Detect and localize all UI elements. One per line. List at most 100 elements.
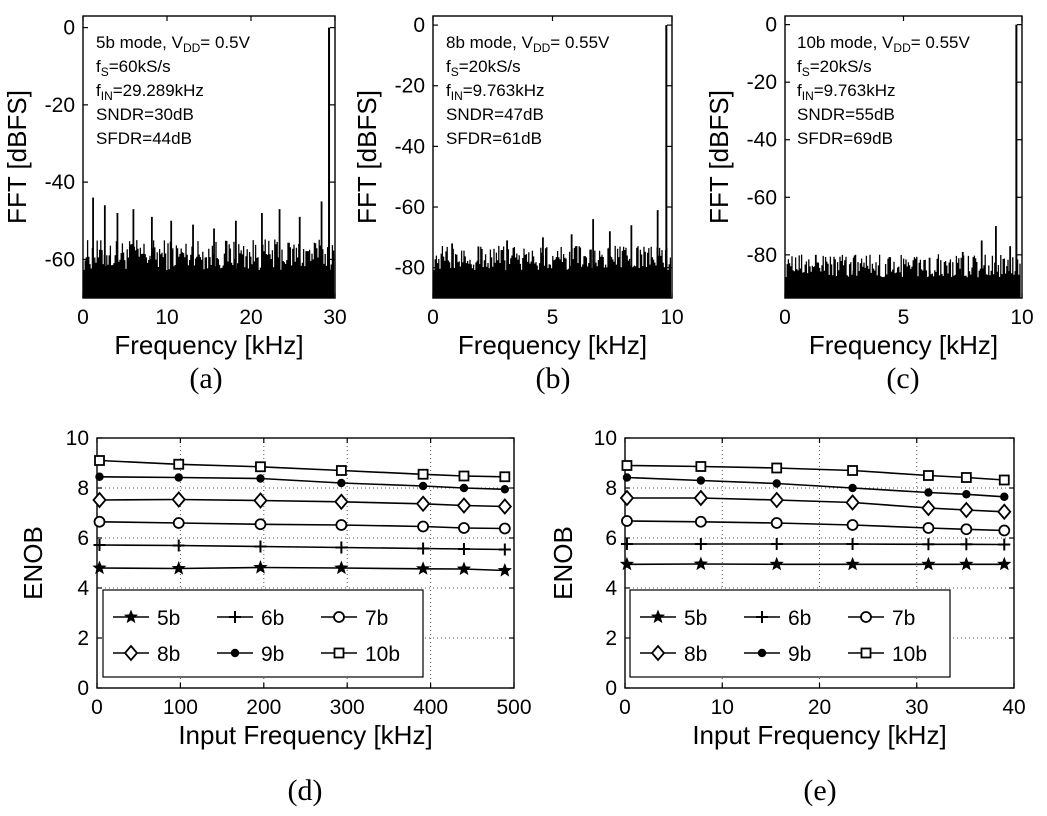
point-e-10b-5 (960, 472, 972, 483)
y-tick-label-d-3: 6 (77, 527, 89, 550)
x-tick-label-b-0: 0 (427, 306, 439, 329)
point-e-9b-3 (848, 483, 857, 493)
x-tick-label-d-0: 0 (91, 696, 103, 719)
x-tick-label-c-0: 0 (779, 306, 791, 329)
x-tick-label-a-0: 0 (77, 306, 89, 329)
plot-frame-d (96, 437, 515, 689)
point-d-5b-3 (334, 560, 349, 575)
x-tick-label-e-1: 10 (711, 696, 734, 719)
legend-marker-e-7b (860, 611, 872, 623)
x-tick-label-a-2: 20 (239, 306, 262, 329)
annotation-b-0: 8b mode, VDD= 0.55V (446, 33, 610, 55)
point-d-7b-2 (254, 518, 267, 531)
y-axis-label-a: FFT [dBFS] (2, 90, 32, 224)
y-axis-label-d: ENOB (18, 526, 48, 600)
y-tick-label-e-2: 4 (605, 577, 617, 600)
y-tick-label-e-4: 8 (605, 477, 617, 500)
point-e-10b-2 (771, 462, 783, 474)
point-d-6b-2 (254, 540, 267, 553)
legend-label-e-10b: 10b (892, 643, 927, 666)
legend-label-d-7b: 7b (365, 607, 388, 630)
series-line-e-9b (626, 476, 1005, 498)
point-d-10b-5 (458, 470, 470, 482)
legend-label-d-8b: 8b (157, 643, 180, 666)
x-axis-label-d: Input Frequency [kHz] (178, 720, 432, 750)
point-d-6b-3 (335, 541, 348, 554)
annotation-a-0: 5b mode, VDD= 0.5V (96, 33, 251, 55)
point-e-7b-6 (998, 524, 1011, 537)
series-line-e-8b (626, 497, 1005, 513)
series-line-e-7b (626, 520, 1005, 532)
x-tick-label-c-2: 10 (1010, 306, 1033, 329)
point-d-5b-0 (92, 560, 107, 575)
annotation-c-1: fS=20kS/s (797, 57, 872, 79)
point-e-5b-4 (921, 556, 936, 571)
point-e-10b-1 (695, 461, 707, 472)
point-d-7b-1 (172, 517, 185, 529)
point-e-9b-5 (962, 490, 971, 499)
panel-label-a: (a) (189, 362, 222, 395)
y-tick-label-b-1: -20 (395, 75, 425, 98)
x-tick-label-d-4: 400 (413, 696, 448, 719)
point-e-6b-2 (770, 538, 783, 550)
point-d-10b-6 (499, 471, 511, 483)
point-e-8b-5 (959, 501, 974, 519)
point-e-5b-6 (997, 556, 1012, 571)
point-d-7b-3 (335, 519, 348, 531)
point-d-10b-4 (417, 468, 429, 480)
point-d-9b-0 (95, 472, 104, 481)
y-tick-label-c-1: -20 (747, 71, 777, 94)
series-line-e-10b (626, 464, 1005, 481)
y-tick-label-a-3: -60 (45, 248, 75, 271)
legend-marker-e-10b (860, 647, 872, 659)
point-d-9b-2 (256, 474, 265, 483)
point-d-9b-3 (337, 478, 346, 488)
annotation-a-1: fS=60kS/s (96, 57, 171, 79)
point-d-9b-1 (174, 473, 183, 482)
point-d-5b-2 (253, 560, 268, 574)
point-e-6b-0 (620, 538, 633, 550)
y-axis-label-b: FFT [dBFS] (352, 90, 382, 224)
point-d-10b-2 (255, 461, 266, 473)
noise-floor-b (433, 245, 672, 298)
point-d-6b-5 (457, 543, 470, 555)
point-e-9b-2 (772, 479, 781, 488)
point-e-7b-0 (621, 515, 633, 527)
point-d-8b-0 (92, 491, 107, 509)
point-d-7b-4 (417, 520, 429, 533)
y-tick-label-e-3: 6 (605, 527, 617, 550)
y-tick-label-d-4: 8 (77, 477, 89, 500)
y-tick-label-c-0: 0 (765, 14, 777, 37)
y-tick-label-c-2: -40 (747, 129, 777, 152)
x-tick-label-e-4: 40 (1002, 696, 1025, 719)
point-d-7b-6 (498, 522, 511, 535)
annotation-a-2: fIN=29.289kHz (96, 81, 204, 103)
point-d-6b-0 (93, 539, 106, 551)
legend-marker-d-7b (333, 611, 345, 623)
point-d-8b-4 (415, 495, 431, 513)
series-line-d-5b (99, 566, 505, 572)
point-e-7b-1 (694, 515, 707, 528)
x-axis-label-c: Frequency [kHz] (809, 330, 998, 360)
point-d-7b-0 (93, 515, 106, 528)
annotation-b-2: fIN=9.763kHz (446, 81, 544, 103)
legend-e: 5b 6b 7b 8b 9b 10b (629, 589, 951, 678)
annotation-b-1: fS=20kS/s (446, 57, 521, 79)
legend-box-e (629, 589, 951, 678)
y-tick-label-b-4: -80 (395, 257, 425, 280)
point-e-9b-1 (696, 476, 706, 485)
annotation-b-4: SFDR=61dB (446, 129, 542, 148)
panel-c: 0 5 10 0 -20 -40 -60 -80 Frequency [kHz] FFT [dBF… (704, 14, 1034, 395)
annotation-c-2: fIN=9.763kHz (797, 81, 895, 103)
y-tick-label-d-2: 4 (77, 577, 89, 600)
point-d-8b-5 (456, 497, 472, 514)
point-e-8b-2 (769, 491, 784, 509)
point-d-10b-1 (173, 458, 185, 470)
point-e-8b-4 (921, 499, 936, 517)
legend-label-e-6b: 6b (788, 607, 811, 630)
legend-label-d-10b: 10b (365, 643, 400, 666)
y-tick-label-d-0: 0 (77, 677, 89, 700)
legend-marker-d-10b (333, 647, 345, 659)
y-tick-label-e-1: 2 (605, 627, 617, 650)
x-tick-label-c-1: 5 (898, 306, 910, 329)
